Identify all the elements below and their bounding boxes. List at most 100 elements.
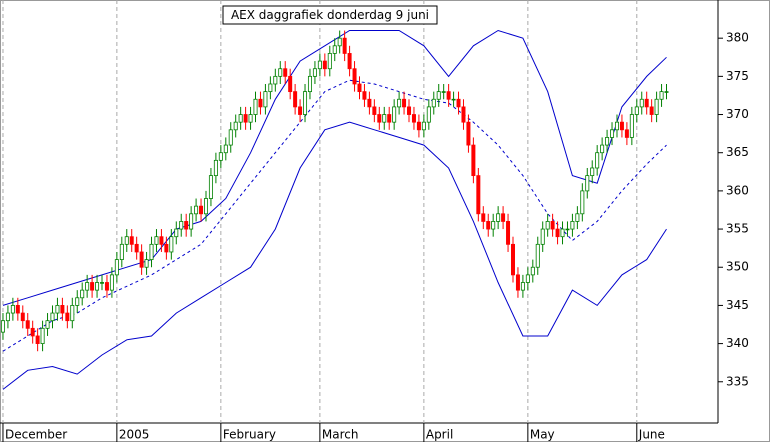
candle-body <box>159 236 164 245</box>
candle-body <box>570 221 575 230</box>
candle-body <box>100 282 105 284</box>
candle-body <box>55 305 60 314</box>
candle-body <box>372 106 377 115</box>
candle-body <box>476 175 481 215</box>
candle-body <box>461 106 466 123</box>
y-tick-label: 355 <box>726 222 749 236</box>
candle-body <box>25 320 30 329</box>
candle-body <box>45 320 50 329</box>
candle-body <box>550 221 555 230</box>
candle-body <box>129 236 134 245</box>
candle-body <box>288 75 293 93</box>
candle-body <box>243 114 248 123</box>
candle-body <box>441 91 446 93</box>
candle-body <box>293 91 298 108</box>
candle-body <box>85 282 90 291</box>
candle-body <box>189 213 194 230</box>
x-tick-label: April <box>426 428 453 442</box>
candle-body <box>565 228 570 231</box>
candle-body <box>659 91 664 100</box>
candle-body <box>283 68 288 77</box>
candle-body <box>10 305 15 314</box>
candle-body <box>124 236 129 245</box>
candle-body <box>545 221 550 230</box>
candle-body <box>614 121 619 131</box>
axes: 335 340 345 350 355 360 365 370 375 380 December 20… <box>2 31 749 442</box>
candle-body <box>60 305 65 314</box>
candle-body <box>253 98 258 115</box>
candle-body <box>629 114 634 138</box>
candle-body <box>590 167 595 177</box>
candle-body <box>194 205 199 215</box>
y-tick-label: 375 <box>726 69 749 83</box>
candle-body <box>134 243 139 253</box>
candle-body <box>233 121 238 131</box>
candle-body <box>268 83 273 93</box>
candle-body <box>184 221 189 230</box>
band-line <box>2 79 667 352</box>
candle-body <box>139 251 144 268</box>
bands <box>2 29 667 390</box>
candle-body <box>75 297 80 306</box>
candle-body <box>0 320 5 333</box>
candle-body <box>496 213 501 222</box>
candle-body <box>362 91 367 100</box>
candle-body <box>580 190 585 215</box>
candle-body <box>619 121 624 131</box>
chart-title: AEX daggrafiek donderdag 9 juni <box>231 8 429 22</box>
x-tick-label: March <box>322 428 359 442</box>
candle-body <box>213 159 218 177</box>
candle-body <box>525 274 530 283</box>
candle-body <box>20 312 25 322</box>
candle-body <box>639 98 644 108</box>
candle-body <box>208 175 213 199</box>
candle-body <box>179 221 184 230</box>
candle-body <box>491 221 496 230</box>
candle-body <box>95 282 100 291</box>
candle-body <box>605 137 610 146</box>
y-tick-label: 350 <box>726 260 749 274</box>
candle-body <box>248 114 253 123</box>
candle-body <box>624 129 629 138</box>
y-tick-label: 370 <box>726 107 749 121</box>
candle-body <box>610 129 615 138</box>
band-line <box>2 121 667 390</box>
candle-body <box>327 53 332 70</box>
candle-body <box>649 106 654 115</box>
candle-body <box>109 274 114 291</box>
x-tick-label: May <box>530 428 555 442</box>
band-line <box>2 29 667 306</box>
candle-body <box>377 114 382 123</box>
candle-body <box>169 236 174 253</box>
candle-body <box>402 98 407 108</box>
candle-body <box>540 228 545 245</box>
candle-body <box>332 45 337 54</box>
candle-body <box>144 259 149 268</box>
candle-body <box>258 98 263 108</box>
candle-body <box>317 60 322 70</box>
candle-body <box>263 91 268 108</box>
candle-body <box>347 53 352 70</box>
x-tick-label: December <box>5 428 67 442</box>
candle-body <box>70 305 75 322</box>
candle-body <box>560 228 565 238</box>
y-tick-label: 340 <box>726 336 749 350</box>
candle-body <box>530 266 535 276</box>
candle-body <box>367 98 372 108</box>
candle-body <box>90 282 95 291</box>
candle-body <box>15 305 20 314</box>
candle-body <box>303 91 308 115</box>
candle-body <box>203 198 208 215</box>
candle-body <box>515 274 520 291</box>
candle-body <box>40 327 45 344</box>
candle-body <box>154 236 159 245</box>
candle-body <box>278 68 283 77</box>
x-tick-label: June <box>638 428 665 442</box>
candle-body <box>30 327 35 337</box>
candle-body <box>575 213 580 222</box>
candle-body <box>436 91 441 100</box>
candle-body <box>65 312 70 322</box>
candle-body <box>322 60 327 70</box>
y-tick-label: 365 <box>726 145 749 159</box>
candle-body <box>426 106 431 123</box>
